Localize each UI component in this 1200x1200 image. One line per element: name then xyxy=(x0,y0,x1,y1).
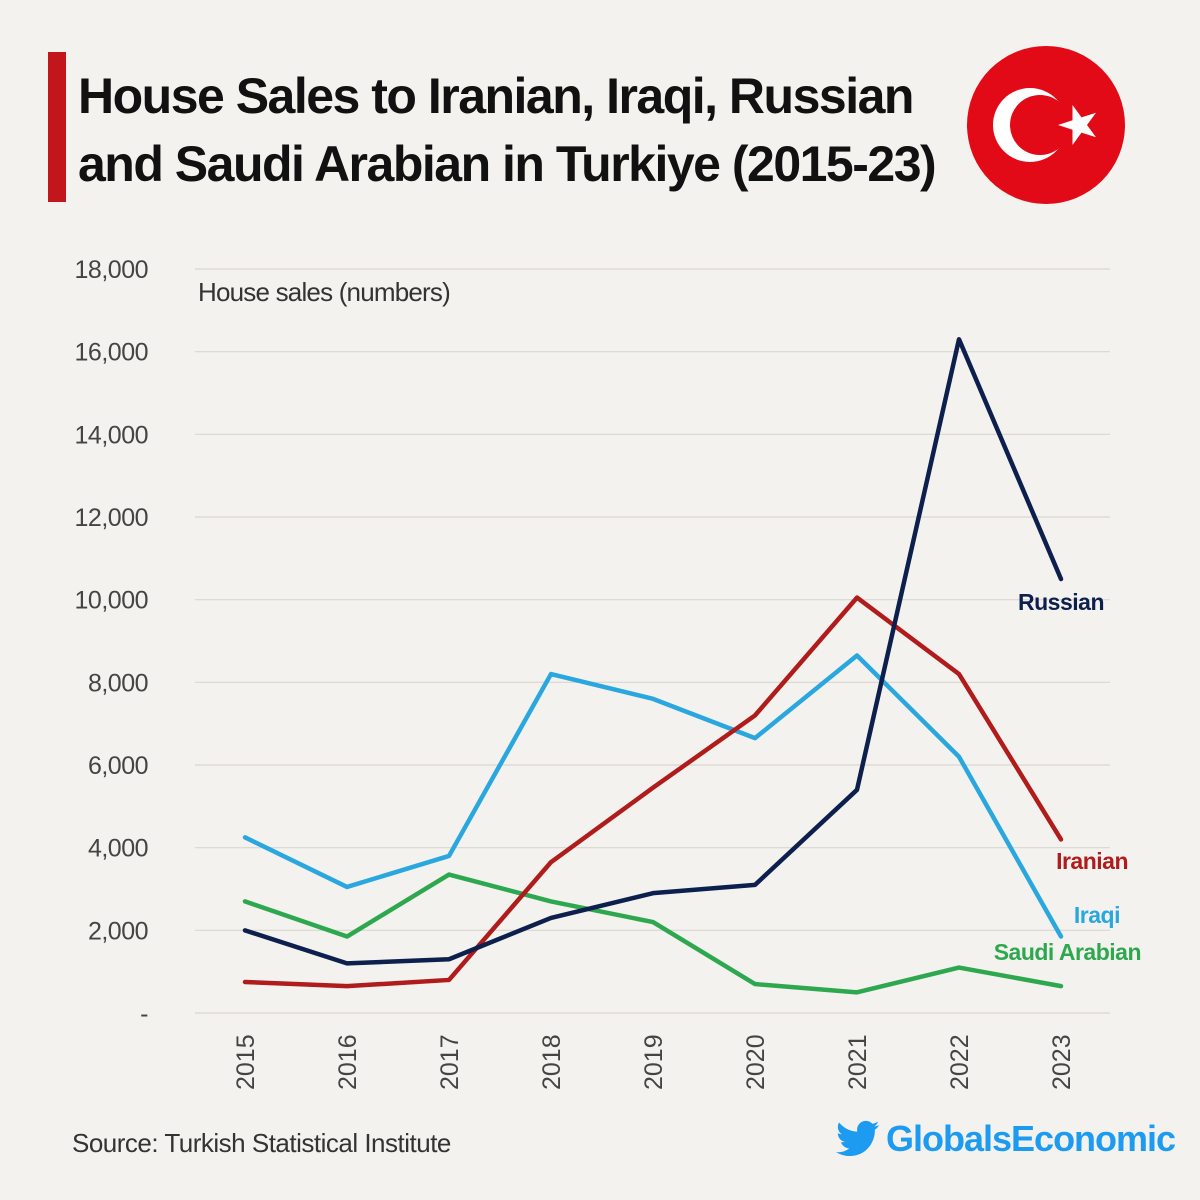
x-tick-label: 2022 xyxy=(946,1034,974,1090)
series-line-russian xyxy=(242,337,1064,966)
title-line-1: House Sales to Iranian, Iraqi, Russian xyxy=(78,68,914,124)
x-tick-label: 2018 xyxy=(538,1034,566,1090)
y-tick-label: 18,000 xyxy=(75,256,148,284)
x-tick-label: 2015 xyxy=(232,1034,260,1090)
turkey-flag-icon xyxy=(967,46,1125,204)
x-tick-label: 2021 xyxy=(844,1034,872,1090)
series-line-iranian xyxy=(242,595,1064,989)
brand-credit: GlobalsEconomic xyxy=(836,1118,1176,1160)
series-label-saudi-arabian: Saudi Arabian xyxy=(994,939,1141,965)
series-label-russian: Russian xyxy=(1018,589,1104,615)
y-tick-label: 16,000 xyxy=(75,339,148,367)
title-accent-bar xyxy=(48,52,66,202)
y-tick-label: 4,000 xyxy=(88,835,148,863)
y-tick-label: 14,000 xyxy=(75,421,148,449)
page-title: House Sales to Iranian, Iraqi, Russian a… xyxy=(78,62,938,198)
x-tick-label: 2019 xyxy=(640,1034,668,1090)
title-line-2: and Saudi Arabian in Turkiye (2015-23) xyxy=(78,136,937,192)
series-label-iranian: Iranian xyxy=(1056,848,1128,874)
y-axis-label: House sales (numbers) xyxy=(198,277,450,307)
twitter-bird-icon xyxy=(836,1120,880,1157)
y-tick-label: 12,000 xyxy=(75,504,148,532)
series-line-iraqi xyxy=(242,653,1064,939)
x-tick-label: 2020 xyxy=(742,1034,770,1090)
y-tick-label: 10,000 xyxy=(75,587,148,615)
y-tick-label: - xyxy=(140,1000,148,1028)
y-tick-label: 6,000 xyxy=(88,752,148,780)
source-note: Source: Turkish Statistical Institute xyxy=(72,1128,451,1158)
brand-label: GlobalsEconomic xyxy=(886,1118,1176,1159)
y-tick-label: 2,000 xyxy=(88,917,148,945)
x-tick-label: 2023 xyxy=(1048,1034,1076,1090)
series-label-iraqi: Iraqi xyxy=(1074,902,1120,928)
x-tick-label: 2017 xyxy=(436,1034,464,1090)
y-tick-label: 8,000 xyxy=(88,669,148,697)
x-tick-label: 2016 xyxy=(334,1034,362,1090)
series-line-saudi-arabian xyxy=(242,872,1064,995)
